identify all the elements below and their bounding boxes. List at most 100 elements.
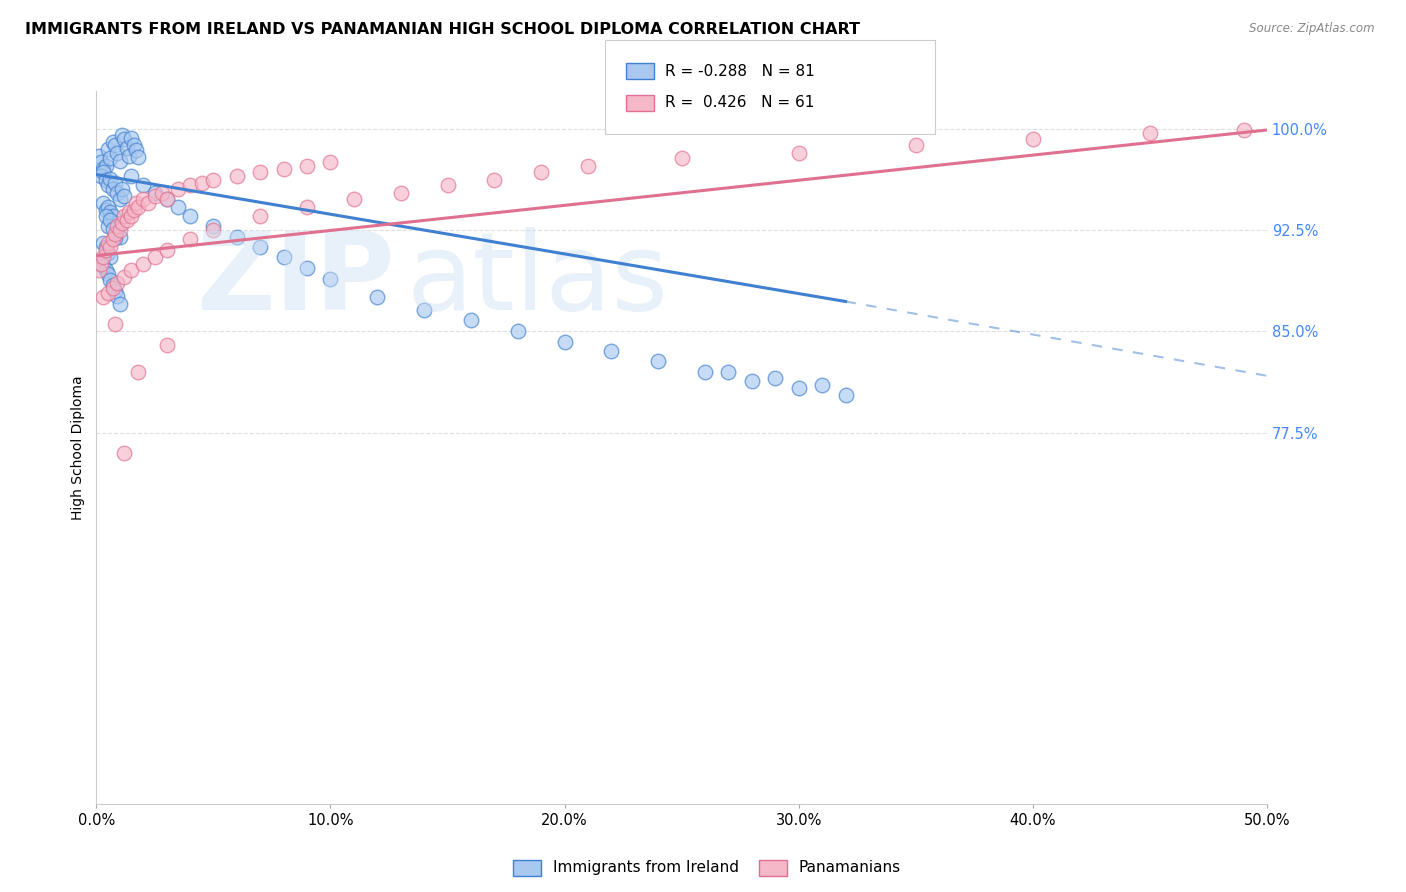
Point — [122, 137, 145, 152]
Point — [155, 337, 177, 351]
Point — [741, 374, 763, 388]
Point — [97, 142, 120, 156]
Point — [111, 216, 134, 230]
Point — [97, 268, 120, 282]
Point — [94, 210, 117, 224]
Point — [904, 137, 927, 152]
Point — [100, 273, 122, 287]
Point — [108, 154, 131, 169]
Point — [249, 165, 271, 179]
Point — [128, 200, 150, 214]
Text: atlas: atlas — [406, 227, 669, 333]
Point — [101, 135, 124, 149]
Point — [128, 150, 150, 164]
Point — [107, 186, 129, 201]
Point — [108, 192, 131, 206]
Point — [90, 155, 112, 169]
Point — [93, 162, 115, 177]
Point — [94, 240, 117, 254]
Point — [436, 178, 458, 193]
Point — [87, 148, 110, 162]
Point — [100, 171, 122, 186]
Point — [104, 176, 127, 190]
Point — [121, 263, 143, 277]
Text: R = -0.288   N = 81: R = -0.288 N = 81 — [665, 64, 815, 78]
Point — [155, 192, 177, 206]
Point — [671, 152, 693, 166]
Point — [143, 250, 166, 264]
Point — [319, 271, 342, 285]
Point — [97, 246, 120, 260]
Point — [295, 260, 318, 275]
Point — [143, 186, 166, 201]
Point — [100, 240, 122, 254]
Point — [107, 223, 129, 237]
Point — [389, 186, 412, 201]
Point — [104, 227, 127, 241]
Point — [167, 200, 190, 214]
Point — [179, 210, 201, 224]
Point — [121, 131, 143, 145]
Point — [167, 182, 190, 196]
Point — [693, 365, 716, 379]
Point — [114, 210, 136, 224]
Point — [530, 165, 553, 179]
Point — [114, 132, 136, 146]
Point — [87, 263, 110, 277]
Point — [114, 270, 136, 285]
Point — [295, 160, 318, 174]
Point — [93, 260, 115, 274]
Point — [150, 186, 173, 201]
Point — [111, 182, 134, 196]
Point — [647, 354, 669, 368]
Point — [100, 250, 122, 264]
Point — [319, 155, 342, 169]
Point — [100, 152, 122, 166]
Point — [94, 263, 117, 277]
Point — [143, 189, 166, 203]
Point — [576, 160, 599, 174]
Text: Immigrants from Ireland: Immigrants from Ireland — [553, 860, 738, 874]
Point — [114, 189, 136, 203]
Point — [97, 236, 120, 251]
Point — [111, 128, 134, 143]
Point — [93, 236, 115, 251]
Point — [101, 281, 124, 295]
Point — [179, 232, 201, 246]
Text: ZIP: ZIP — [197, 227, 395, 333]
Point — [202, 173, 225, 187]
Point — [104, 216, 127, 230]
Point — [132, 178, 155, 193]
Point — [132, 192, 155, 206]
Point — [717, 365, 740, 379]
Point — [132, 257, 155, 271]
Point — [1232, 123, 1254, 137]
Point — [190, 176, 212, 190]
Text: R =  0.426   N = 61: R = 0.426 N = 61 — [665, 95, 814, 110]
Point — [107, 289, 129, 303]
Point — [554, 334, 576, 349]
Point — [93, 290, 115, 304]
Point — [202, 219, 225, 233]
Point — [155, 243, 177, 257]
Point — [94, 173, 117, 187]
Point — [104, 318, 127, 332]
Point — [249, 210, 271, 224]
Point — [506, 324, 529, 338]
Point — [811, 378, 834, 392]
Point — [101, 210, 124, 224]
Point — [1139, 126, 1161, 140]
Point — [93, 195, 115, 210]
Point — [107, 276, 129, 290]
Point — [93, 250, 115, 264]
Point — [108, 229, 131, 244]
Point — [763, 371, 786, 385]
Point — [104, 231, 127, 245]
Point — [179, 178, 201, 193]
Point — [90, 169, 112, 183]
Point — [100, 213, 122, 227]
Point — [121, 169, 143, 183]
Point — [94, 202, 117, 217]
Point — [97, 286, 120, 301]
Point — [122, 202, 145, 217]
